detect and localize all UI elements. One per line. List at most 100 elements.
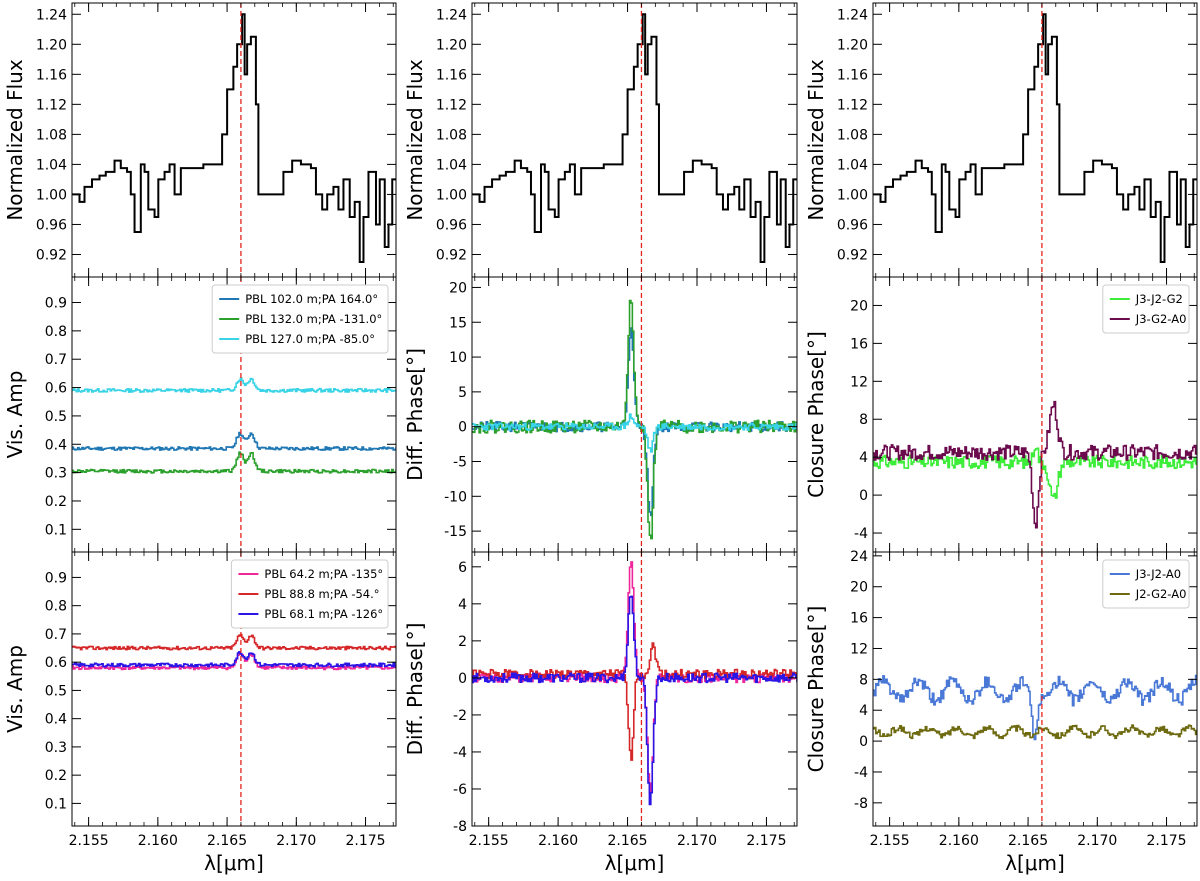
- series-dp-green: [472, 299, 797, 540]
- ytick-label: 0.4: [45, 712, 67, 728]
- xlabel-1: λ[μm]: [204, 851, 264, 875]
- ytick-label: 1.00: [436, 187, 467, 203]
- axes-frame: [471, 551, 798, 827]
- axes-frame: [71, 551, 397, 827]
- series-PBL 127.0 m;PA -85.0°: [72, 377, 396, 393]
- series-group: [472, 13, 797, 263]
- ytick-label: 0.2: [45, 494, 67, 510]
- ytick-label: 0.92: [36, 247, 67, 263]
- ytick-label: 1.08: [36, 127, 67, 143]
- panel-closure-1: -4 0 4 8 12 16 20 Closure Phase[°] J3-J2-G2 J3-G2…: [804, 276, 1198, 553]
- ytick-label: -4: [854, 526, 868, 542]
- legend-label: J2-G2-A0: [1135, 587, 1187, 601]
- ytick-label: 6: [458, 560, 467, 576]
- ytick-label: 0.6: [45, 381, 67, 397]
- xtick-label: 2.175: [746, 833, 786, 849]
- ytick-label: 1.20: [36, 37, 67, 53]
- ytick-label: 0.96: [36, 217, 67, 233]
- ylabel: Vis. Amp: [3, 371, 27, 459]
- ytick-label: 1.08: [837, 127, 868, 143]
- xtick-label: 2.155: [469, 833, 509, 849]
- ylabel: Closure Phase[°]: [804, 331, 828, 498]
- series-group: [873, 674, 1197, 741]
- series-flux: [873, 13, 1197, 263]
- ylabel: Diff. Phase[°]: [403, 623, 427, 756]
- legend-label: PBL 64.2 m;PA -135°: [264, 567, 383, 581]
- ytick-label: 1.24: [837, 7, 868, 23]
- series-dp-cyan: [472, 413, 797, 453]
- ytick-label: 16: [850, 336, 868, 352]
- legend: J3-J2-G2 J3-G2-A0: [1102, 284, 1190, 334]
- ytick-label: 4: [859, 450, 868, 466]
- series-group: [72, 13, 396, 263]
- ytick-label: -6: [453, 782, 467, 798]
- series-group: [472, 561, 797, 806]
- ytick-label: 0: [458, 671, 467, 687]
- xlabel-2: λ[μm]: [605, 851, 665, 875]
- series-J3-J2-A0: [873, 674, 1197, 741]
- ytick-label: 0.9: [45, 570, 67, 586]
- ytick-label: 0: [458, 420, 467, 436]
- ytick-label: 1.12: [36, 97, 67, 113]
- series-PBL 68.1 m;PA -126°: [72, 650, 396, 668]
- ytick-label: 24: [850, 549, 868, 565]
- panel-closure-2: 2.155 2.160 2.165 2.170 2.175 -8 -4 0 4 8 12 16 20 24…: [804, 549, 1198, 849]
- legend-label: PBL 88.8 m;PA -54.°: [264, 587, 379, 601]
- ytick-label: -4: [854, 765, 868, 781]
- ytick-label: 0.92: [837, 247, 868, 263]
- ytick-label: 2: [458, 634, 467, 650]
- legend-label: J3-J2-G2: [1135, 292, 1183, 306]
- axes-frame: [71, 2, 397, 278]
- xtick-label: 2.170: [1077, 833, 1117, 849]
- legend-label: J3-G2-A0: [1135, 312, 1187, 326]
- legend-label: PBL 102.0 m;PA 164.0°: [245, 292, 378, 306]
- xtick-label: 2.155: [870, 833, 910, 849]
- axes-frame: [471, 276, 798, 553]
- ytick-label: 0.5: [45, 409, 67, 425]
- ytick-label: 0.9: [45, 296, 67, 312]
- ytick-label: 0.1: [45, 522, 67, 538]
- ytick-label: 20: [850, 298, 868, 314]
- legend-box: [1102, 559, 1190, 609]
- panel-diffphase-1: -15 -10 -5 0 5 10 15 20 Diff. Phase[°]: [403, 276, 798, 553]
- ylabel: Closure Phase[°]: [804, 606, 828, 773]
- ylabel: Normalized Flux: [403, 59, 427, 221]
- series-PBL 102.0 m;PA 164.0°: [72, 431, 396, 451]
- ytick-label: 1.24: [436, 7, 467, 23]
- axes-frame: [872, 551, 1198, 827]
- panel-diffphase-2: 2.155 2.160 2.165 2.170 2.175 -8 -6 -4 -2 0 2 4 6 Dif…: [403, 551, 798, 849]
- series-group: [873, 13, 1197, 263]
- ytick-label: 0.5: [45, 683, 67, 699]
- ytick-label: 0: [859, 734, 868, 750]
- series-flux: [472, 13, 797, 263]
- xtick-label: 2.155: [69, 833, 109, 849]
- ytick-label: 4: [458, 597, 467, 613]
- ytick-label: 4: [859, 703, 868, 719]
- legend: PBL 102.0 m;PA 164.0° PBL 132.0 m;PA -131…: [211, 284, 389, 354]
- xtick-label: 2.165: [1008, 833, 1048, 849]
- ytick-label: 1.04: [36, 157, 67, 173]
- panel-flux-2: 0.92 0.96 1.00 1.04 1.08 1.12 1.16 1.20 1.24 Norm…: [403, 2, 798, 278]
- ytick-label: -8: [453, 819, 467, 835]
- axes-frame: [471, 2, 798, 278]
- axes-frame: [872, 2, 1198, 278]
- ytick-label: -5: [453, 454, 467, 470]
- series-dp-red: [472, 642, 797, 761]
- ytick-label: 0.8: [45, 599, 67, 615]
- legend-label: PBL 68.1 m;PA -126°: [264, 607, 383, 621]
- series-group: [72, 377, 396, 474]
- ytick-label: 1.16: [36, 67, 67, 83]
- series-J2-G2-A0: [873, 724, 1197, 740]
- ytick-label: 1.20: [436, 37, 467, 53]
- ytick-label: 12: [850, 374, 868, 390]
- ytick-label: 1.04: [436, 157, 467, 173]
- ytick-label: 1.16: [837, 67, 868, 83]
- ytick-label: 15: [449, 315, 467, 331]
- ytick-label: 8: [859, 672, 868, 688]
- ytick-label: 0: [859, 488, 868, 504]
- ytick-label: 0.3: [45, 740, 67, 756]
- xtick-label: 2.175: [345, 833, 385, 849]
- ytick-label: -4: [453, 745, 467, 761]
- ytick-label: -8: [854, 796, 868, 812]
- ytick-label: 1.00: [36, 187, 67, 203]
